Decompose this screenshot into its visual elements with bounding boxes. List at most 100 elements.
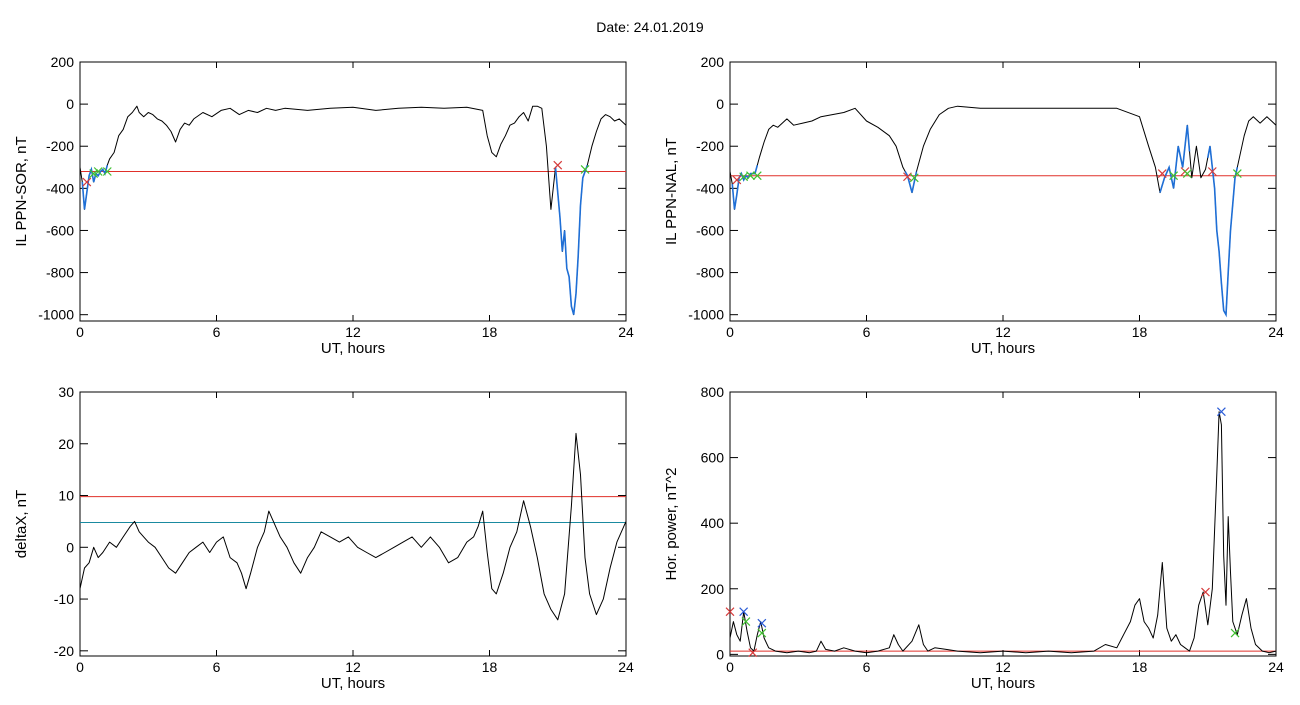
chart-sor: 0 6 12 18 24 200 0 -200 -400 -600 -800 -1000 UT, hou… bbox=[13, 54, 634, 357]
y-tick-label: 0 bbox=[66, 96, 74, 112]
event-marker bbox=[741, 617, 751, 626]
y-tick-label: -200 bbox=[46, 138, 74, 154]
y-tick-label: -800 bbox=[696, 265, 724, 281]
y-axis-label: IL PPN-NAL, nT bbox=[663, 138, 680, 245]
x-tick-label: 6 bbox=[213, 324, 221, 340]
y-tick-label: -400 bbox=[696, 180, 724, 196]
x-axis-label: UT, hours bbox=[971, 675, 1035, 692]
x-tick-label: 24 bbox=[1268, 659, 1284, 675]
x-tick-label: 0 bbox=[76, 324, 84, 340]
y-tick-label: 0 bbox=[66, 539, 74, 555]
x-tick-label: 18 bbox=[1132, 324, 1148, 340]
y-tick-label: -1000 bbox=[688, 307, 724, 323]
event-marker bbox=[580, 164, 590, 174]
chart-panel-sor: 0 6 12 18 24 200 0 -200 -400 -600 -800 -1000 UT, hou… bbox=[0, 40, 650, 370]
x-tick-label: 12 bbox=[345, 659, 361, 675]
x-tick-label: 6 bbox=[863, 659, 871, 675]
event-marker bbox=[725, 607, 735, 617]
y-tick-label: 800 bbox=[701, 384, 725, 400]
event-marker bbox=[89, 169, 99, 179]
y-tick-label: -20 bbox=[54, 643, 74, 659]
highlight-segment bbox=[1207, 146, 1239, 318]
y-axis-label: IL PPN-SOR, nT bbox=[13, 136, 30, 246]
event-marker bbox=[757, 618, 767, 628]
x-tick-label: 18 bbox=[482, 324, 498, 340]
x-tick-label: 12 bbox=[995, 324, 1011, 340]
y-tick-label: -600 bbox=[696, 222, 724, 238]
y-tick-label: 10 bbox=[58, 488, 74, 504]
y-tick-label: -1000 bbox=[38, 307, 74, 323]
event-marker bbox=[93, 167, 103, 176]
highlight-segment bbox=[904, 171, 918, 193]
x-tick-label: 18 bbox=[482, 659, 498, 675]
plot-area bbox=[80, 105, 626, 316]
plot-frame bbox=[79, 391, 627, 657]
y-axis-label: deltaX, nT bbox=[13, 490, 30, 558]
y-tick-label: 600 bbox=[701, 450, 725, 466]
x-tick-label: 12 bbox=[995, 659, 1011, 675]
x-tick-label: 24 bbox=[618, 324, 634, 340]
chart-panel-hpower: 0 6 12 18 24 800 600 400 200 0 UT, hours Hor. power… bbox=[650, 370, 1300, 700]
y-tick-label: -200 bbox=[696, 138, 724, 154]
highlight-segment bbox=[1159, 125, 1191, 193]
y-tick-label: 30 bbox=[58, 384, 74, 400]
event-marker bbox=[1157, 169, 1167, 179]
y-tick-label: 0 bbox=[716, 646, 724, 662]
x-tick-label: 24 bbox=[1268, 324, 1284, 340]
plot-frame bbox=[729, 61, 1277, 322]
x-tick-label: 0 bbox=[726, 324, 734, 340]
chart-deltax: 0 6 12 18 24 30 20 10 0 -10 -20 UT, hours deltaX, nT bbox=[13, 384, 634, 692]
y-tick-label: 200 bbox=[51, 54, 75, 70]
x-tick-label: 24 bbox=[618, 659, 634, 675]
plot-area bbox=[80, 432, 626, 621]
event-marker bbox=[1169, 171, 1179, 181]
event-marker bbox=[1207, 167, 1217, 176]
event-marker bbox=[732, 175, 742, 185]
event-marker bbox=[1232, 169, 1242, 179]
y-tick-label: 20 bbox=[58, 436, 74, 452]
x-axis-label: UT, hours bbox=[321, 675, 385, 692]
event-marker bbox=[746, 171, 755, 181]
x-axis-label: UT, hours bbox=[971, 340, 1035, 357]
y-tick-label: -400 bbox=[46, 180, 74, 196]
event-marker bbox=[102, 167, 112, 176]
y-tick-label: 200 bbox=[701, 54, 725, 70]
event-marker bbox=[1216, 407, 1226, 417]
y-axis-label: Hor. power, nT^2 bbox=[663, 468, 680, 581]
series-line bbox=[730, 411, 1276, 654]
series-line bbox=[80, 105, 626, 316]
x-tick-label: 0 bbox=[726, 659, 734, 675]
y-tick-label: -10 bbox=[54, 591, 74, 607]
y-tick-label: 400 bbox=[701, 515, 725, 531]
page-title: Date: 24.01.2019 bbox=[596, 19, 704, 35]
x-tick-label: 0 bbox=[76, 659, 84, 675]
plot-frame bbox=[79, 61, 627, 322]
event-marker bbox=[909, 173, 919, 183]
event-marker bbox=[1182, 169, 1192, 179]
series-line bbox=[730, 105, 1276, 316]
x-tick-label: 12 bbox=[345, 324, 361, 340]
event-marker bbox=[553, 160, 563, 170]
y-tick-label: -800 bbox=[46, 265, 74, 281]
highlight-segment bbox=[554, 164, 589, 315]
event-marker bbox=[739, 607, 749, 617]
x-axis-label: UT, hours bbox=[321, 340, 385, 357]
x-tick-label: 6 bbox=[213, 659, 221, 675]
series-line bbox=[80, 432, 626, 621]
event-marker bbox=[1230, 628, 1240, 638]
x-tick-label: 18 bbox=[1132, 659, 1148, 675]
highlight-segment bbox=[81, 164, 109, 210]
event-marker bbox=[752, 171, 762, 181]
chart-nal: 0 6 12 18 24 200 0 -200 -400 -600 -800 -1000 UT, hou… bbox=[663, 54, 1284, 357]
x-tick-label: 6 bbox=[863, 324, 871, 340]
event-marker bbox=[748, 648, 758, 658]
plot-area bbox=[730, 105, 1276, 318]
event-marker bbox=[1201, 587, 1210, 597]
chart-hpower: 0 6 12 18 24 800 600 400 200 0 UT, hours Hor. power… bbox=[663, 384, 1284, 692]
event-marker bbox=[757, 628, 767, 638]
plot-frame bbox=[729, 391, 1277, 657]
y-tick-label: 200 bbox=[701, 581, 725, 597]
plot-area bbox=[730, 411, 1276, 654]
event-marker bbox=[82, 177, 92, 187]
y-tick-label: 0 bbox=[716, 96, 724, 112]
